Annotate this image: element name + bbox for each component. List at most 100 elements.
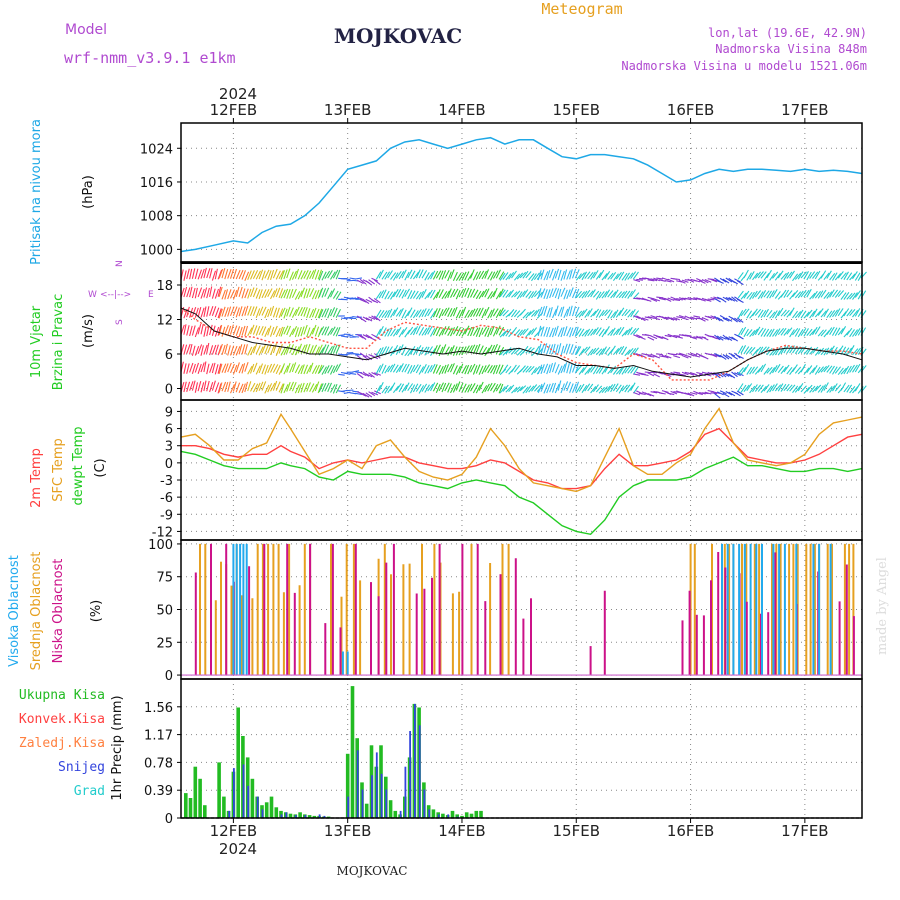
wind-barb [415, 269, 421, 279]
wind-barb [578, 328, 585, 337]
wind-barb [499, 386, 506, 394]
wind-barb [794, 311, 802, 319]
wind-barb [777, 307, 784, 317]
wind-barb [330, 365, 336, 375]
wind-barb [701, 336, 709, 341]
wind-barb [418, 366, 425, 375]
wind-barb [777, 365, 784, 374]
wind-barb [300, 306, 306, 317]
wind-barb [849, 309, 856, 317]
wind-barb [321, 326, 327, 336]
y-tick-label: 0.39 [144, 784, 173, 799]
wind-barb [487, 382, 493, 392]
wind-barb [551, 343, 556, 355]
wind-barb [484, 364, 491, 373]
wind-barb [546, 270, 551, 281]
wind-barb [269, 326, 275, 337]
wind-barb [812, 290, 818, 299]
wind-barb [612, 383, 619, 392]
wind-barb [303, 382, 309, 393]
wind-barb [719, 277, 727, 283]
wind-barb [621, 384, 628, 392]
wind-barb [769, 272, 776, 281]
wind-barb [340, 317, 348, 320]
wind-barb [551, 270, 557, 281]
wind-barb [604, 309, 611, 317]
wind-barb [321, 288, 327, 298]
wind-barb [499, 330, 507, 338]
y-tick-label: 100 [148, 538, 173, 553]
wind-barb [531, 384, 538, 392]
wind-barb [505, 290, 512, 298]
wind-barb [749, 385, 756, 394]
wind-barb [447, 363, 453, 373]
wind-barb [571, 326, 577, 337]
wind-barb [238, 363, 244, 374]
wind-barb [601, 346, 607, 355]
wind-barb [528, 366, 535, 373]
wind-barb [186, 363, 190, 374]
wind-barb [525, 365, 532, 373]
wind-barb [294, 364, 301, 374]
wind-barb [794, 346, 801, 355]
wind-barb [664, 354, 672, 359]
wind-barb [604, 364, 610, 373]
wind-barb [412, 364, 419, 373]
wind-barb [498, 271, 505, 280]
wind-barb [209, 345, 214, 356]
wind-barb [852, 292, 858, 300]
wind-barb [261, 289, 267, 299]
wind-barb [832, 309, 839, 318]
wind-barb [630, 289, 636, 298]
wind-barb [540, 344, 545, 355]
wind-barb [681, 317, 689, 321]
wind-barb [852, 329, 859, 337]
wind-barb [410, 309, 416, 318]
wind-barb [227, 269, 232, 279]
wind-barb [365, 317, 373, 322]
wind-barb [461, 365, 467, 374]
wind-barb [294, 306, 300, 316]
wind-barb [194, 268, 199, 280]
wind-barb [687, 372, 695, 376]
wind-barb [681, 279, 689, 283]
wind-barb [595, 291, 602, 300]
precip-snow-bar [347, 796, 350, 818]
wind-barb [490, 290, 496, 299]
wind-barb [673, 299, 681, 301]
wind-barb [227, 345, 231, 356]
wind-barb [464, 309, 470, 319]
wind-barb [441, 270, 447, 280]
wind-barb [809, 385, 816, 393]
page-subtitle: Meteogram [541, 0, 622, 18]
wind-barb [317, 344, 323, 354]
wind-barb [540, 326, 545, 337]
wind-barb [390, 328, 396, 337]
wind-barb [817, 385, 824, 393]
wind-barb [607, 310, 613, 319]
wind-barb [183, 381, 187, 393]
wind-barb [714, 315, 721, 322]
wind-barb [554, 383, 560, 394]
wind-barb [749, 271, 755, 280]
wind-barb [502, 289, 509, 298]
wind-barb [734, 372, 741, 377]
wind-barb [258, 381, 264, 392]
precip-total-bar [345, 753, 350, 818]
wind-barb [291, 308, 298, 318]
wind-barb [505, 385, 512, 393]
wind-barb [495, 269, 501, 279]
wind-barb [267, 363, 273, 374]
wind-barb [566, 289, 571, 299]
wind-barb [490, 271, 496, 281]
wind-barb [780, 289, 787, 298]
wind-barb [601, 329, 608, 338]
wind-barb [752, 328, 759, 337]
wind-barb [618, 291, 626, 299]
wind-barb [513, 310, 521, 318]
y-tick-label: 0 [165, 383, 173, 398]
wind-barb [438, 308, 444, 319]
wind-barb [840, 311, 847, 319]
wind-barb [610, 291, 617, 299]
wind-barb [647, 296, 655, 300]
